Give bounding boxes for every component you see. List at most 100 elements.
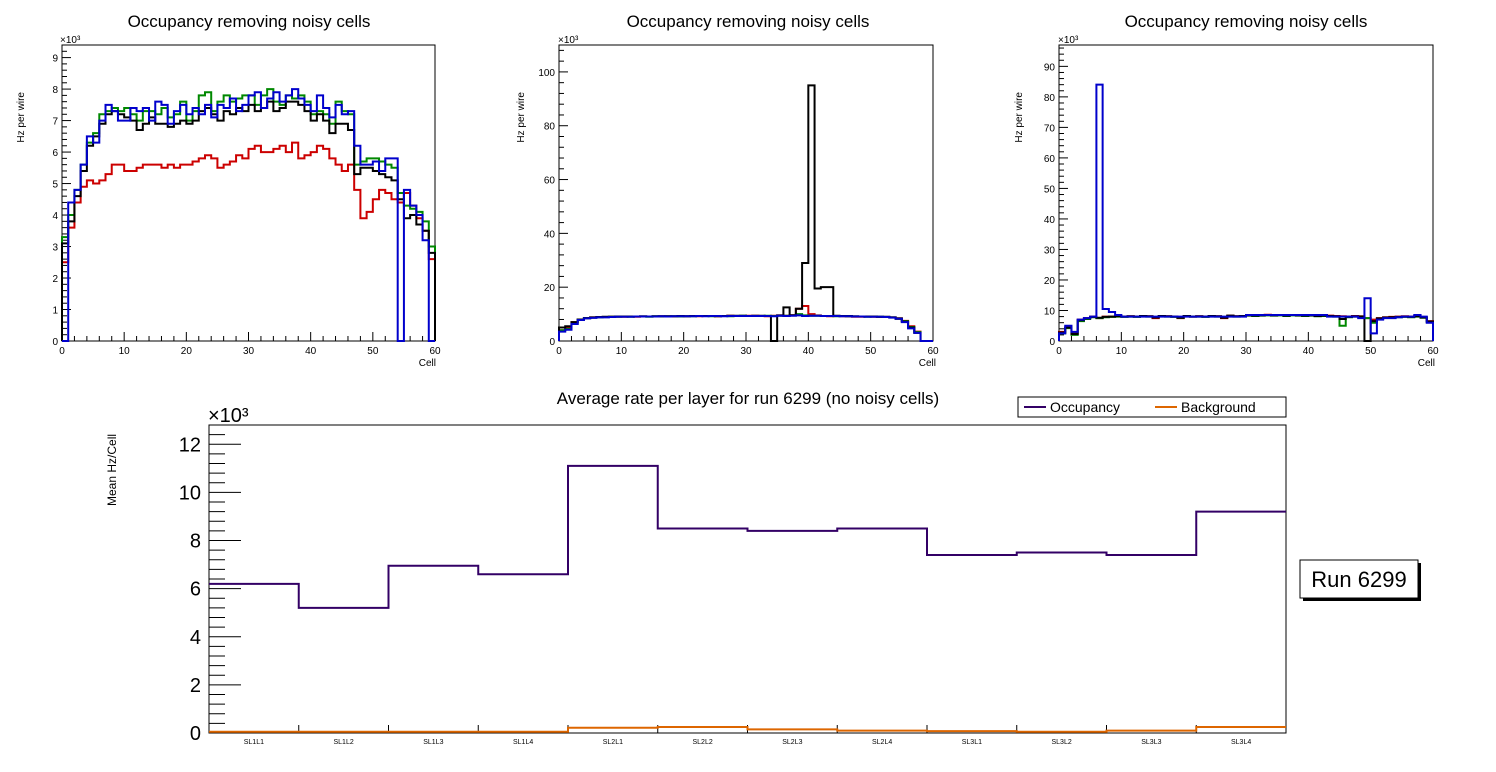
summary-title: Average rate per layer for run 6299 (no … [557, 389, 939, 408]
summary-xtick-label: SL1L2 [334, 739, 354, 746]
panel-3-xtick-label: 60 [1427, 346, 1439, 357]
panel-2-exponent: ×10³ [558, 35, 579, 46]
summary-xtick-label: SL3L3 [1141, 739, 1161, 746]
panel-2-ytick-label: 60 [544, 176, 556, 187]
panel-1-ytick-label: 3 [52, 243, 58, 254]
panel-3-ytick-label: 70 [1044, 123, 1056, 134]
legend-occupancy-label: Occupancy [1050, 399, 1120, 415]
panel-2-frame [558, 44, 934, 342]
panel-3: Occupancy removing noisy cells Hz per wi… [1014, 12, 1439, 369]
panel-3-ytick-label: 40 [1044, 215, 1056, 226]
summary-ytick-label: 10 [179, 482, 201, 504]
summary-frame [208, 424, 1287, 734]
summary-xtick-label: SL3L1 [962, 739, 982, 746]
panel-1-ytick-label: 8 [52, 85, 58, 96]
legend: Occupancy Background [1017, 396, 1287, 418]
panel-1-xtick-label: 60 [429, 346, 441, 357]
panel-1-xlabel: Cell [419, 358, 436, 369]
panel-3-ylabel: Hz per wire [1014, 92, 1025, 143]
panel-2: Occupancy removing noisy cells Hz per wi… [516, 12, 939, 369]
panel-1-xtick-label: 0 [59, 346, 65, 357]
panel-2-ytick-label: 80 [544, 122, 556, 133]
panel-1-xtick-label: 20 [181, 346, 193, 357]
panel-1-series-blue [62, 88, 435, 342]
panel-2-xtick-label: 20 [678, 346, 690, 357]
panel-3-xtick-label: 40 [1303, 346, 1315, 357]
summary-xtick-label: SL2L4 [872, 739, 892, 746]
panel-3-title: Occupancy removing noisy cells [1125, 12, 1368, 31]
summary-xtick-label: SL3L4 [1231, 739, 1251, 746]
panel-3-xtick-label: 30 [1240, 346, 1252, 357]
legend-box [1017, 396, 1287, 418]
panel-3-xtick-label: 10 [1116, 346, 1128, 357]
panel-1-xtick-label: 30 [243, 346, 255, 357]
panel-2-xtick-label: 30 [740, 346, 752, 357]
panel-3-ytick-label: 0 [1049, 337, 1055, 348]
summary-series-background [209, 725, 1286, 733]
panel-2-xtick-label: 50 [865, 346, 877, 357]
panel-1-ytick-label: 1 [52, 306, 58, 317]
panel-1-exponent: ×10³ [60, 35, 81, 46]
panel-3-xtick-label: 50 [1365, 346, 1377, 357]
panel-1-title: Occupancy removing noisy cells [128, 12, 371, 31]
panel-2-series-blue [558, 314, 933, 342]
panel-3-ytick-label: 30 [1044, 245, 1056, 256]
panel-1: Occupancy removing noisy cells Hz per wi… [16, 12, 441, 369]
panel-3-ytick-label: 50 [1044, 184, 1056, 195]
panel-1-ytick-label: 2 [52, 274, 58, 285]
summary-exponent: ×10³ [208, 405, 249, 427]
summary-ytick-label: 0 [190, 723, 201, 745]
summary-xtick-label: SL3L2 [1052, 739, 1072, 746]
panel-3-ytick-label: 90 [1044, 62, 1056, 73]
panel-1-ytick-label: 5 [52, 180, 58, 191]
panel-2-ylabel: Hz per wire [516, 92, 527, 143]
panel-3-ytick-label: 80 [1044, 93, 1056, 104]
panel-3-xlabel: Cell [1418, 358, 1435, 369]
panel-2-xtick-label: 0 [556, 346, 562, 357]
summary-xtick-label: SL2L3 [782, 739, 802, 746]
run-box [1299, 559, 1419, 599]
summary-xtick-label: SL1L4 [513, 739, 533, 746]
summary-ylabel: Mean Hz/Cell [105, 434, 119, 506]
panel-1-ylabel: Hz per wire [16, 92, 27, 143]
panel-1-ytick-label: 6 [52, 148, 58, 159]
panel-1-series-green [61, 88, 436, 341]
legend-background-label: Background [1181, 399, 1256, 415]
panel-1-ytick-label: 9 [52, 54, 58, 65]
summary-ytick-label: 8 [190, 531, 201, 553]
summary-xtick-label: SL2L2 [693, 739, 713, 746]
summary-xtick-label: SL2L1 [603, 739, 623, 746]
panel-2-ytick-label: 0 [549, 337, 555, 348]
panel-3-ytick-label: 20 [1044, 276, 1056, 287]
summary-series-occupancy [209, 464, 1286, 609]
panel-1-xtick-label: 10 [119, 346, 131, 357]
panel-3-xtick-label: 20 [1178, 346, 1190, 357]
panel-3-ytick-label: 60 [1044, 154, 1056, 165]
panel-2-xtick-label: 10 [616, 346, 628, 357]
panel-2-ytick-label: 100 [538, 68, 555, 79]
run-annotation: Run 6299 [1299, 559, 1421, 601]
panel-3-xtick-label: 0 [1056, 346, 1062, 357]
panel-2-xlabel: Cell [919, 358, 936, 369]
panel-2-ytick-label: 20 [544, 283, 556, 294]
run-label: Run 6299 [1311, 567, 1406, 592]
panel-1-ytick-label: 4 [52, 211, 58, 222]
summary-ytick-label: 6 [190, 579, 201, 601]
panel-2-ytick-label: 40 [544, 229, 556, 240]
panel-3-frame [1058, 44, 1434, 342]
summary-xtick-label: SL1L1 [244, 739, 264, 746]
panel-3-ytick-label: 10 [1044, 306, 1056, 317]
panel-1-ytick-label: 7 [52, 117, 58, 128]
panel-1-ytick-label: 0 [52, 337, 58, 348]
panel-1-xtick-label: 50 [367, 346, 379, 357]
panel-2-title: Occupancy removing noisy cells [627, 12, 870, 31]
summary-ytick-label: 12 [179, 434, 201, 456]
summary-xtick-label: SL1L3 [423, 739, 443, 746]
panel-3-series-blue [1058, 83, 1434, 341]
panel-2-xtick-label: 40 [803, 346, 815, 357]
panel-1-series-red [61, 141, 436, 341]
panel-2-series-black [558, 84, 933, 342]
panel-3-exponent: ×10³ [1058, 35, 1079, 46]
panel-2-xtick-label: 60 [927, 346, 939, 357]
